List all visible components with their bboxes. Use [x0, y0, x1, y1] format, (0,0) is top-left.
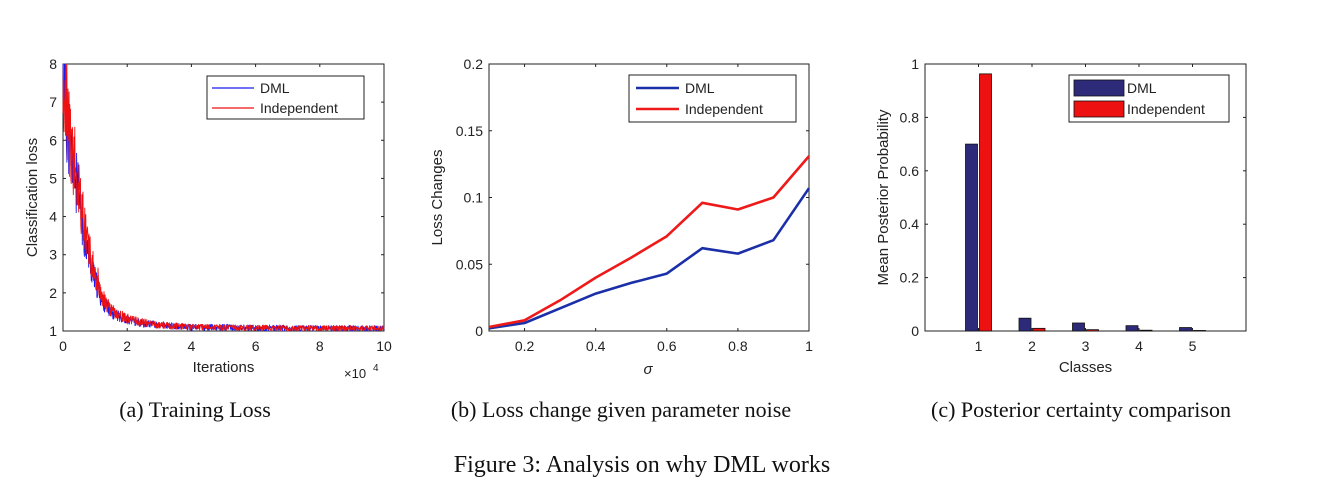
y-tick-label-b: 0.15	[456, 123, 483, 139]
y-tick-label-c: 0.8	[900, 109, 920, 125]
x-tick-label-c: 2	[1028, 338, 1036, 354]
x-tick-label-a: 10	[376, 338, 392, 354]
x-tick-label-c: 5	[1189, 338, 1197, 354]
x-tick-label-a: 0	[59, 338, 67, 354]
y-tick-label-c: 0.6	[900, 163, 920, 179]
y-tick-label-b: 0.1	[464, 190, 484, 206]
bar-independent-class-4	[1139, 329, 1153, 332]
caption-b: (b) Loss change given parameter noise	[451, 397, 791, 422]
y-tick-label-a: 5	[49, 170, 57, 186]
bar-dml-class-3	[1072, 322, 1085, 332]
legend-swatch-c	[1073, 100, 1125, 118]
x-tick-label-b: 0.8	[728, 338, 748, 354]
x-multiplier-exp-a: 4	[373, 363, 379, 374]
y-tick-label-b: 0.05	[456, 256, 483, 272]
caption-c: (c) Posterior certainty comparison	[931, 397, 1231, 422]
x-multiplier-a: ×10	[344, 366, 366, 381]
x-tick-label-a: 8	[316, 338, 324, 354]
legend-label-a: DML	[260, 80, 290, 96]
y-tick-label-c: 0.4	[900, 216, 920, 232]
x-axis-label-c: Classes	[1059, 359, 1112, 376]
legend-label-a: Independent	[260, 100, 338, 116]
x-tick-label-c: 4	[1135, 338, 1143, 354]
y-axis-label-a: Classification loss	[24, 138, 41, 257]
legend-label-c: DML	[1127, 80, 1157, 96]
bar-dml-class-4	[1125, 325, 1139, 332]
x-axis-label-b: σ	[643, 361, 653, 378]
chart-loss-change: 0.2 0.4 0.6 0.8 1 0 0.05 0.1 0.15 0.2 σ Loss Change…	[429, 56, 813, 378]
bar-dml-class-1	[965, 143, 978, 332]
y-tick-label-a: 4	[49, 209, 57, 225]
x-tick-label-b: 0.2	[515, 338, 535, 354]
y-tick-label-c: 0	[911, 323, 919, 339]
series-line-b-dml	[488, 187, 811, 330]
y-tick-label-a: 7	[49, 94, 57, 110]
y-tick-label-a: 6	[49, 132, 57, 148]
caption-a: (a) Training Loss	[119, 397, 271, 422]
bar-independent-class-2	[1032, 327, 1046, 332]
y-tick-label-b: 0	[475, 323, 483, 339]
chart-posterior-certainty: 1 2 3 4 5 0 0.2 0.4 0.6 0.8 1 Classes Mean Posterior…	[875, 56, 1247, 376]
bar-independent-class-1	[979, 73, 992, 332]
figure-caption: Figure 3: Analysis on why DML works	[454, 452, 830, 478]
y-axis-label-c: Mean Posterior Probability	[875, 109, 892, 285]
x-axis-label-a: Iterations	[193, 359, 255, 376]
legend-label-c: Independent	[1127, 101, 1205, 117]
bar-independent-class-3	[1086, 329, 1099, 332]
bar-dml-class-2	[1018, 317, 1032, 332]
bar-dml-class-5	[1179, 327, 1192, 332]
y-tick-label-a: 8	[49, 56, 57, 72]
legend-swatch-c	[1073, 79, 1125, 97]
series-line-b-independent	[488, 155, 810, 329]
y-tick-label-a: 2	[49, 285, 57, 301]
y-tick-label-c: 1	[911, 56, 919, 72]
series-line-a-independent	[62, 63, 385, 332]
bar-independent-class-5	[1193, 330, 1206, 332]
x-tick-label-a: 4	[188, 338, 196, 354]
y-tick-label-b: 0.2	[464, 56, 484, 72]
x-tick-label-b: 0.4	[586, 338, 606, 354]
legend-b	[628, 74, 797, 123]
x-tick-label-c: 1	[975, 338, 983, 354]
legend-label-b: Independent	[685, 101, 763, 117]
x-tick-label-c: 3	[1082, 338, 1090, 354]
legend-a	[206, 75, 365, 120]
y-tick-label-a: 3	[49, 247, 57, 263]
x-tick-label-a: 6	[252, 338, 260, 354]
y-axis-label-b: Loss Changes	[429, 150, 446, 246]
x-tick-label-b: 0.6	[657, 338, 677, 354]
x-tick-label-b: 1	[805, 338, 813, 354]
legend-label-b: DML	[685, 80, 715, 96]
y-tick-label-c: 0.2	[900, 270, 920, 286]
y-tick-label-a: 1	[49, 323, 57, 339]
x-tick-label-a: 2	[123, 338, 131, 354]
